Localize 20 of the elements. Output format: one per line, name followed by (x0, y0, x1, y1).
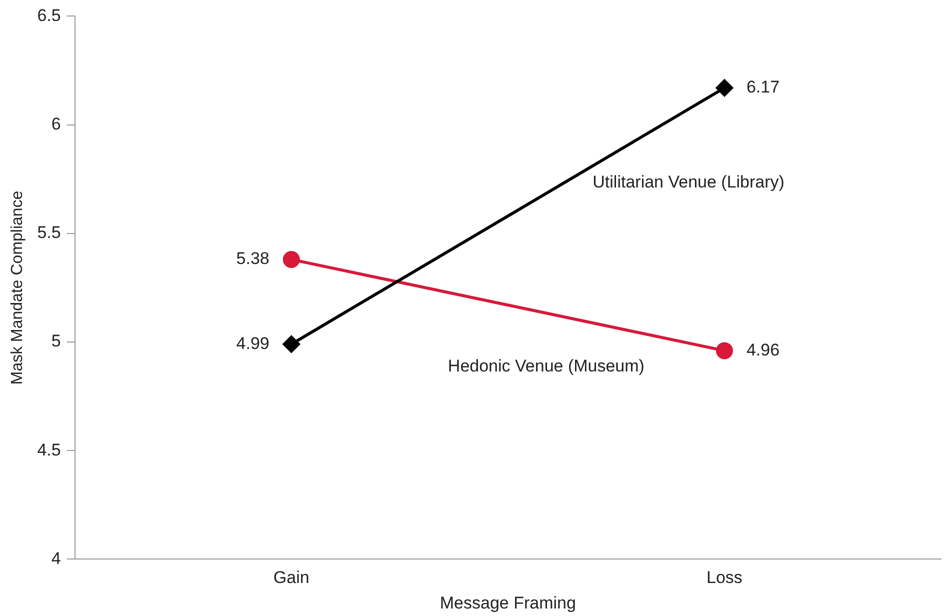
y-tick-label: 4.5 (37, 440, 61, 460)
y-tick-label: 5.5 (37, 223, 61, 242)
y-tick-label: 4 (51, 548, 61, 568)
series-label: Hedonic Venue (Museum) (448, 356, 644, 376)
point (282, 336, 300, 353)
point (282, 250, 300, 268)
data-label: 6.17 (746, 78, 780, 97)
x-tick-label: Loss (706, 568, 742, 588)
point (716, 342, 733, 360)
point (716, 79, 733, 96)
y-axis-title: Mask Mandate Compliance (9, 190, 26, 385)
y-tick-label: 5 (51, 332, 61, 351)
data-label: 4.99 (236, 334, 270, 353)
x-axis-title: Message Framing (440, 593, 576, 612)
series-label: Utilitarian Venue (Library) (592, 172, 784, 192)
data-label: 5.38 (236, 249, 270, 268)
y-tick-label: 6 (51, 114, 61, 134)
x-tick-label: Gain (273, 568, 310, 588)
y-tick-label: 6.5 (37, 6, 61, 25)
data-label: 4.96 (746, 340, 780, 360)
